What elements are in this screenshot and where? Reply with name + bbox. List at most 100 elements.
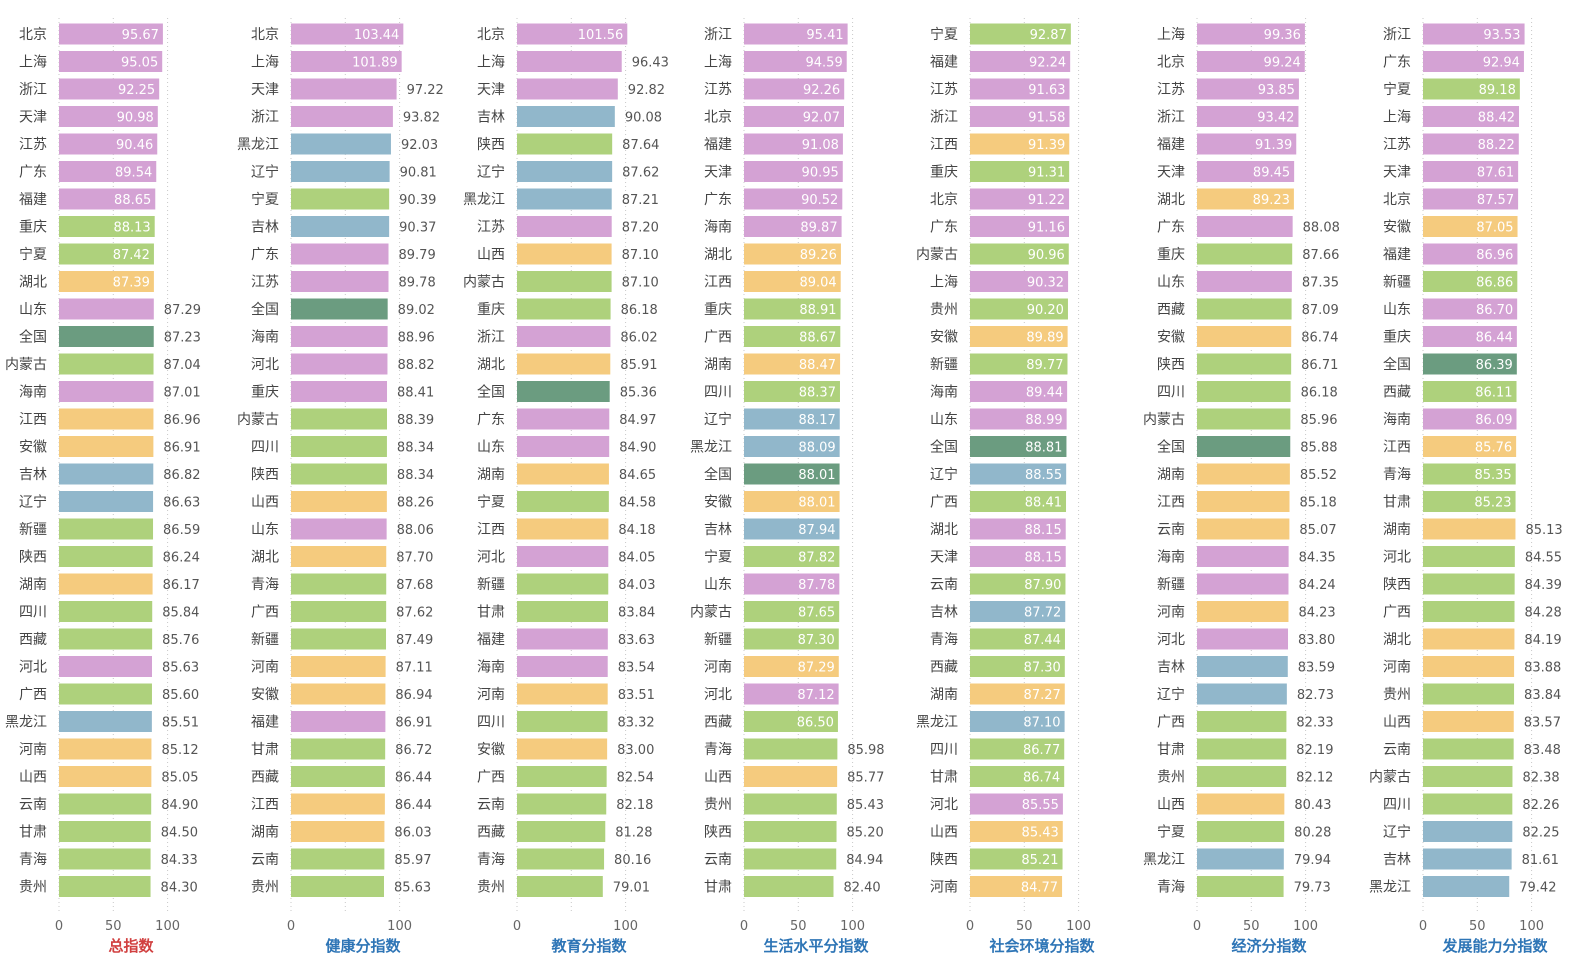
data-label: 86.74 <box>1023 771 1060 786</box>
data-label: 87.72 <box>1024 606 1061 621</box>
category-label: 西藏 <box>1383 385 1411 401</box>
bar <box>59 656 152 677</box>
bar <box>1197 78 1299 100</box>
data-label: 89.87 <box>800 221 837 236</box>
category-label: 广东 <box>1157 220 1185 236</box>
data-label: 86.94 <box>395 688 432 703</box>
data-label: 82.54 <box>617 771 654 786</box>
data-label: 87.30 <box>798 633 835 648</box>
bar <box>291 491 387 512</box>
bar <box>517 188 612 210</box>
data-label: 80.28 <box>1294 826 1331 841</box>
data-label: 93.82 <box>403 111 440 126</box>
data-label: 87.23 <box>164 331 201 346</box>
bar <box>291 381 388 402</box>
bar <box>517 216 612 237</box>
bar <box>59 738 152 760</box>
bar <box>1423 683 1515 705</box>
bar <box>1197 353 1292 375</box>
data-label: 85.43 <box>1022 826 1059 841</box>
data-label: 86.82 <box>163 468 200 483</box>
bar <box>517 106 615 127</box>
bar <box>970 436 1067 457</box>
data-label: 85.20 <box>847 826 884 841</box>
data-label: 86.96 <box>163 413 200 428</box>
category-label: 新疆 <box>930 357 958 373</box>
category-label: 山西 <box>704 770 732 786</box>
bar <box>59 188 156 210</box>
bar <box>744 876 834 897</box>
data-label: 83.59 <box>1298 661 1335 676</box>
bar <box>517 821 606 842</box>
data-label: 90.08 <box>625 111 662 126</box>
data-label: 87.10 <box>622 248 659 263</box>
category-label: 江西 <box>19 412 47 428</box>
category-label: 广西 <box>251 605 279 621</box>
bar <box>1423 188 1519 210</box>
data-label: 86.18 <box>621 303 658 318</box>
bar <box>1197 848 1284 870</box>
category-label: 新疆 <box>19 522 47 538</box>
bar <box>1423 821 1513 842</box>
data-label: 87.09 <box>1302 303 1339 318</box>
category-label: 辽宁 <box>704 411 732 428</box>
data-label: 88.39 <box>397 413 434 428</box>
data-label: 88.37 <box>799 386 836 401</box>
category-label: 湖北 <box>1383 632 1411 648</box>
category-label: 贵州 <box>704 797 732 813</box>
data-label: 86.71 <box>1301 358 1338 373</box>
data-label: 85.55 <box>1022 798 1059 813</box>
bar <box>1197 711 1287 732</box>
data-label: 92.03 <box>401 138 438 153</box>
bar <box>291 326 388 347</box>
category-label: 贵州 <box>477 880 505 896</box>
data-label: 91.58 <box>1028 111 1065 126</box>
category-label: 北京 <box>930 192 958 208</box>
bar <box>59 243 154 265</box>
category-label: 天津 <box>251 82 279 98</box>
data-label: 85.35 <box>1474 468 1511 483</box>
bar <box>517 243 612 265</box>
category-label: 宁夏 <box>19 246 47 263</box>
category-label: 浙江 <box>19 82 47 98</box>
bar <box>517 23 628 45</box>
category-label: 广东 <box>930 220 958 236</box>
bar <box>517 766 607 787</box>
data-label: 84.39 <box>1525 578 1562 593</box>
category-label: 西藏 <box>1157 302 1185 318</box>
bar <box>970 518 1066 540</box>
data-label: 84.03 <box>618 578 655 593</box>
data-label: 81.61 <box>1522 853 1559 868</box>
data-label: 87.66 <box>1302 248 1339 263</box>
bar <box>1197 683 1287 705</box>
x-tick-label: 0 <box>1193 919 1201 934</box>
data-label: 92.07 <box>803 111 840 126</box>
category-label: 四川 <box>1383 797 1411 813</box>
data-label: 87.42 <box>113 248 150 263</box>
data-label: 87.64 <box>622 138 659 153</box>
data-label: 83.32 <box>617 716 654 731</box>
bar <box>59 601 153 622</box>
category-label: 甘肃 <box>477 605 505 621</box>
category-label: 四川 <box>477 715 505 731</box>
bar <box>1423 766 1513 787</box>
bar <box>744 601 840 622</box>
category-label: 黑龙江 <box>690 440 732 456</box>
data-label: 84.97 <box>619 413 656 428</box>
bar <box>59 518 154 540</box>
category-label: 广东 <box>19 165 47 181</box>
category-label: 湖南 <box>704 357 732 373</box>
bar <box>1197 381 1291 402</box>
x-tick-label: 100 <box>613 919 638 934</box>
bar <box>517 436 610 457</box>
data-label: 86.96 <box>1476 248 1513 263</box>
bar <box>59 628 153 650</box>
category-label: 福建 <box>251 715 279 731</box>
category-label: 天津 <box>477 82 505 98</box>
category-label: 黑龙江 <box>1143 852 1185 868</box>
category-label: 吉林 <box>1157 660 1185 676</box>
data-label: 88.15 <box>1025 523 1062 538</box>
category-label: 云南 <box>1157 522 1185 538</box>
bar <box>517 793 607 815</box>
